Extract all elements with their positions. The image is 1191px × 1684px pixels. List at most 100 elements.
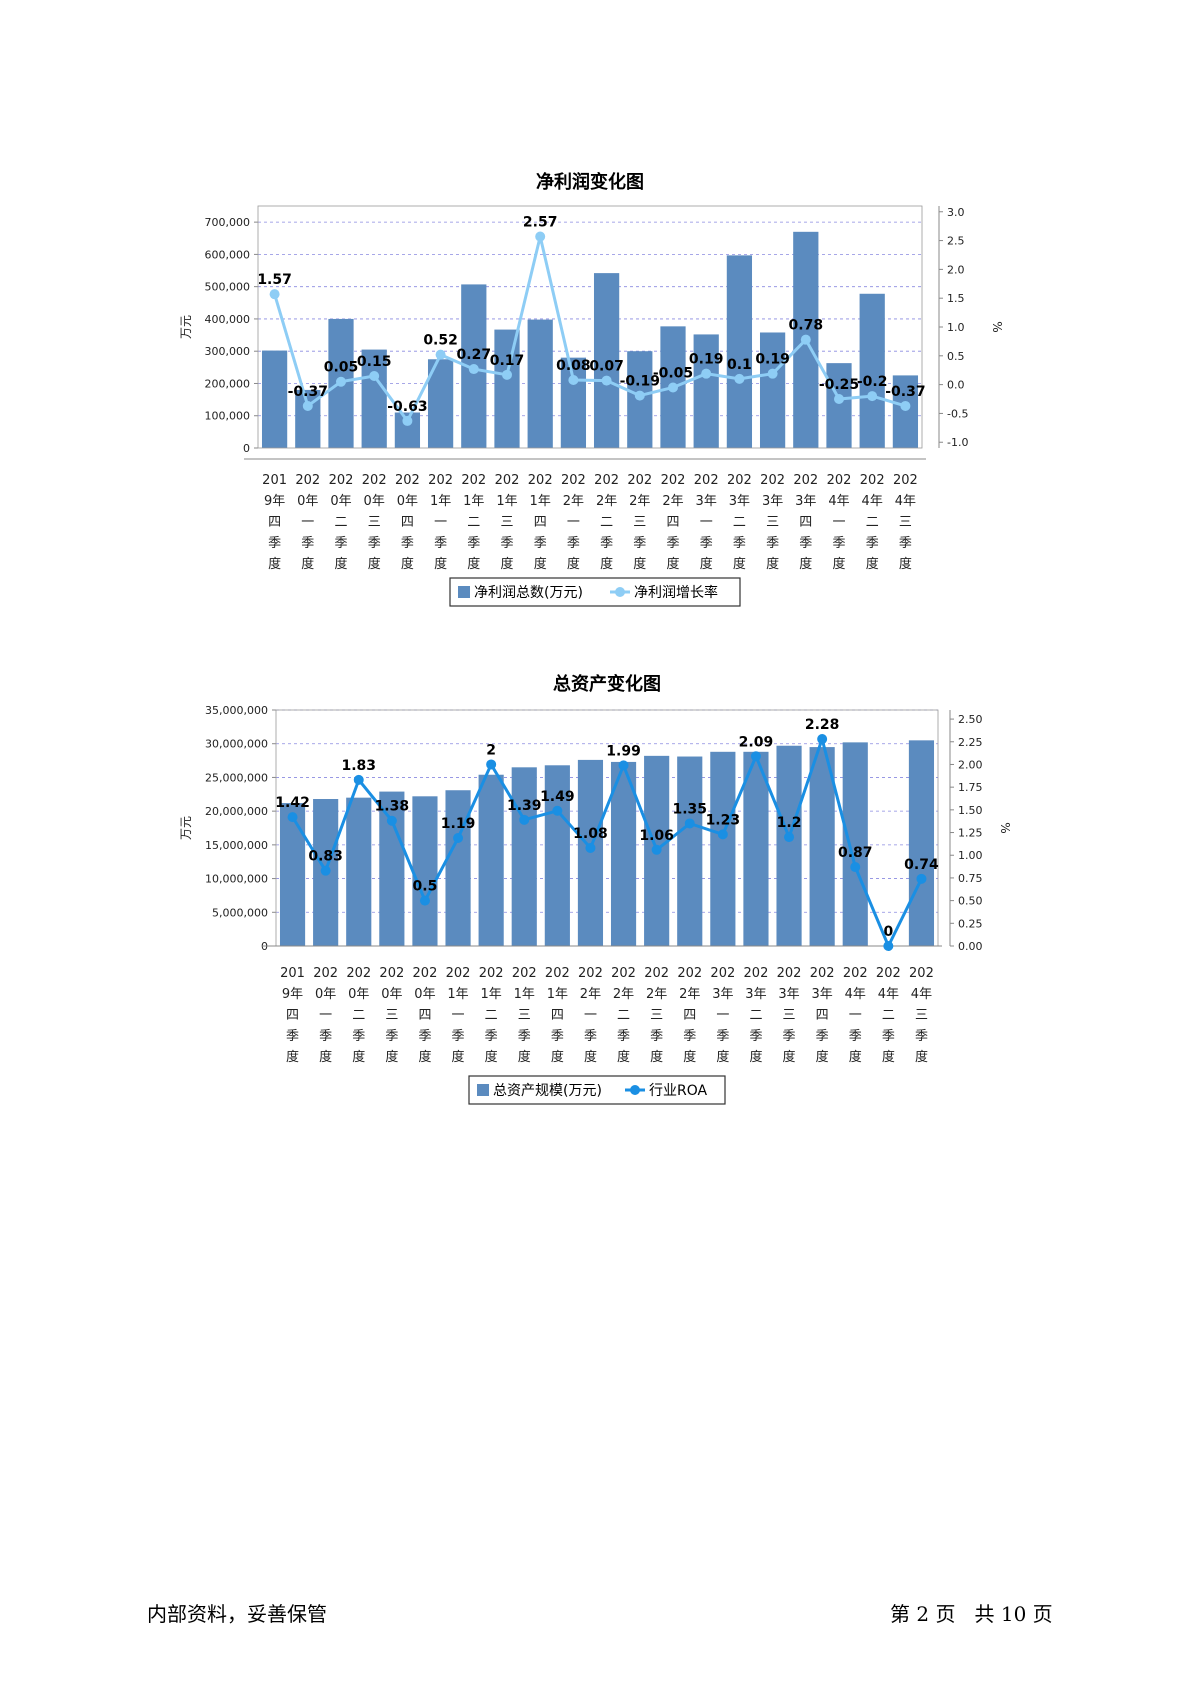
category-label: 1年	[481, 987, 502, 1002]
category-label: 202	[760, 473, 785, 488]
data-point	[717, 829, 728, 840]
category-label: 度	[567, 556, 580, 572]
data-point	[916, 873, 927, 884]
category-label: 202	[777, 966, 802, 981]
left-axis-title: 万元	[179, 816, 193, 840]
category-label: 一	[584, 1008, 597, 1023]
category-label: 202	[744, 966, 769, 981]
category-label: 202	[461, 473, 486, 488]
category-label: 季	[385, 1029, 398, 1044]
data-label: 0.17	[490, 353, 525, 369]
bar	[445, 790, 471, 946]
category-label: 3年	[712, 987, 733, 1002]
data-point	[634, 390, 645, 401]
category-label: 202	[611, 966, 636, 981]
category-label: 202	[677, 966, 702, 981]
legend-line-label: 净利润增长率	[634, 584, 718, 601]
category-label: 四	[816, 1008, 829, 1023]
category-label: 2年	[563, 494, 584, 509]
category-label: 202	[843, 966, 868, 981]
category-label: 202	[876, 966, 901, 981]
category-label: 3年	[745, 987, 766, 1002]
legend-line-marker	[630, 1085, 640, 1095]
data-point	[568, 375, 579, 386]
data-label: -0.19	[620, 374, 660, 390]
plot-area-border	[257, 205, 923, 449]
left-tick-label: 0	[243, 442, 250, 455]
category-label: 2年	[679, 987, 700, 1002]
bar	[361, 349, 387, 448]
left-tick-label: 5,000,000	[212, 906, 268, 919]
category-label: 季	[666, 536, 679, 551]
category-label: 2年	[596, 494, 617, 509]
category-label: 4年	[845, 987, 866, 1002]
chart-title: 总资产变化图	[553, 673, 661, 695]
footer-confidential-note: 内部资料，妥善保管	[147, 1602, 327, 1626]
data-label: -0.37	[885, 384, 925, 400]
category-label: 201	[262, 473, 287, 488]
category-label: 202	[446, 966, 471, 981]
category-label: 202	[346, 966, 371, 981]
category-label: 季	[500, 536, 513, 551]
data-label: 0.19	[755, 352, 790, 368]
category-label: 季	[467, 536, 480, 551]
data-label: 1.38	[375, 799, 410, 815]
category-label: 季	[600, 536, 613, 551]
category-label: 202	[362, 473, 387, 488]
category-label: 202	[561, 473, 586, 488]
bar	[412, 796, 438, 946]
legend-box	[449, 577, 741, 607]
data-label: 2.57	[523, 215, 558, 231]
category-label: 度	[452, 1049, 465, 1065]
data-label: -0.63	[387, 399, 427, 415]
data-point	[800, 334, 811, 345]
data-point	[701, 368, 712, 379]
left-tick-label: 600,000	[205, 248, 251, 261]
category-label: 3年	[696, 494, 717, 509]
category-label: 1年	[547, 987, 568, 1002]
data-point	[535, 231, 546, 242]
category-label: 度	[700, 556, 713, 572]
series-line	[273, 236, 906, 424]
category-label: 二	[733, 515, 746, 530]
category-label: 度	[268, 556, 281, 572]
category-label: 202	[594, 473, 619, 488]
left-tick-label: 30,000,000	[205, 738, 268, 751]
data-label: 1.57	[257, 272, 292, 288]
category-label: 度	[733, 556, 746, 572]
right-tick-label: 2.0	[947, 263, 965, 276]
category-label: 202	[329, 473, 354, 488]
category-label: 季	[584, 1029, 597, 1044]
data-label: 0.5	[413, 879, 438, 895]
right-tick-label: -1.0	[947, 436, 968, 449]
category-label: 9年	[264, 494, 285, 509]
category-label: 202	[793, 473, 818, 488]
category-label: 202	[578, 966, 603, 981]
category-label: 季	[733, 536, 746, 551]
data-label: 0.08	[556, 358, 591, 374]
category-label: 一	[832, 515, 845, 530]
category-label: 四	[418, 1008, 431, 1023]
legend-bar-swatch	[477, 1084, 489, 1096]
left-tick-label: 35,000,000	[205, 704, 268, 717]
category-label: 度	[866, 556, 879, 572]
legend-bar-swatch	[458, 586, 470, 598]
left-tick-label: 700,000	[205, 216, 251, 229]
category-label: 四	[666, 515, 679, 530]
category-label: 季	[319, 1029, 332, 1044]
category-label: 202	[295, 473, 320, 488]
bar	[892, 375, 919, 448]
category-label: 度	[352, 1049, 365, 1065]
category-label: 度	[434, 556, 447, 572]
data-point	[287, 812, 298, 823]
category-label: 202	[428, 473, 453, 488]
data-label: 0.78	[789, 318, 824, 334]
data-label: -0.05	[653, 366, 693, 382]
left-tick-label: 400,000	[205, 313, 251, 326]
category-label: 季	[650, 1029, 663, 1044]
category-label: 0年	[414, 987, 435, 1002]
category-label: 4年	[862, 494, 883, 509]
right-tick-label: 1.50	[958, 804, 983, 817]
data-label: 2.28	[805, 717, 840, 733]
left-tick-label: 100,000	[205, 410, 251, 423]
